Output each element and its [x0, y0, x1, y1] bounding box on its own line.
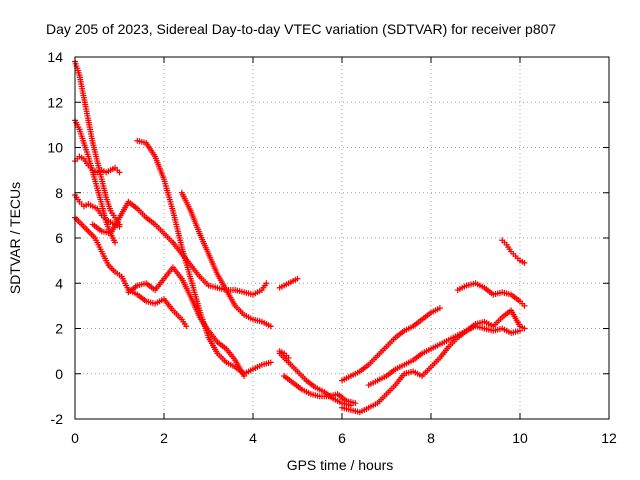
data-points [72, 58, 528, 416]
series-track-9 [125, 264, 248, 380]
series-track-8 [178, 189, 274, 330]
data-point [285, 354, 292, 361]
y-axis: -2 0 2 4 6 8 10 12 14 [47, 49, 609, 427]
y-axis-label: SDTVAR / TECUs [7, 182, 23, 294]
series-track-3 [72, 153, 123, 176]
series-track-15 [454, 280, 528, 309]
series-track-11 [281, 373, 359, 407]
x-tick-label: 12 [601, 430, 617, 446]
data-point [263, 280, 270, 287]
data-point [352, 400, 359, 407]
x-tick-label: 10 [512, 430, 528, 446]
data-point [521, 259, 528, 266]
series-track-6 [89, 198, 270, 298]
data-point [267, 323, 274, 330]
y-tick-label: 10 [47, 140, 63, 156]
series-track-13 [339, 323, 523, 416]
x-tick-label: 8 [427, 430, 435, 446]
y-tick-label: 2 [55, 321, 63, 337]
data-point [436, 305, 443, 312]
series-track-18 [276, 348, 292, 361]
data-point [267, 359, 274, 366]
series-track-17 [276, 275, 301, 291]
data-point [112, 239, 119, 246]
x-tick-label: 2 [160, 430, 168, 446]
chart-title: Day 205 of 2023, Sidereal Day-to-day VTE… [46, 21, 556, 37]
data-point [521, 302, 528, 309]
data-point [521, 325, 528, 332]
y-tick-label: 12 [47, 94, 63, 110]
data-point [116, 223, 123, 230]
x-axis-label: GPS time / hours [287, 457, 394, 473]
series-track-12 [339, 305, 443, 384]
y-tick-label: 6 [55, 230, 63, 246]
x-tick-label: 6 [338, 430, 346, 446]
series-track-14 [365, 307, 528, 389]
grid-lines [75, 57, 609, 419]
x-tick-label: 4 [249, 430, 257, 446]
y-tick-label: 4 [55, 275, 63, 291]
data-point [294, 275, 301, 282]
data-point [183, 323, 190, 330]
y-tick-label: 0 [55, 366, 63, 382]
series-track-16 [499, 237, 528, 266]
y-tick-label: 8 [55, 185, 63, 201]
series-track-4 [72, 192, 123, 230]
y-tick-label: 14 [47, 49, 63, 65]
x-tick-label: 0 [71, 430, 79, 446]
x-axis: 0 2 4 6 8 10 12 [71, 57, 617, 446]
data-point [116, 169, 123, 176]
series-track-5 [72, 214, 190, 330]
data-point [241, 373, 248, 380]
y-tick-label: -2 [51, 411, 64, 427]
